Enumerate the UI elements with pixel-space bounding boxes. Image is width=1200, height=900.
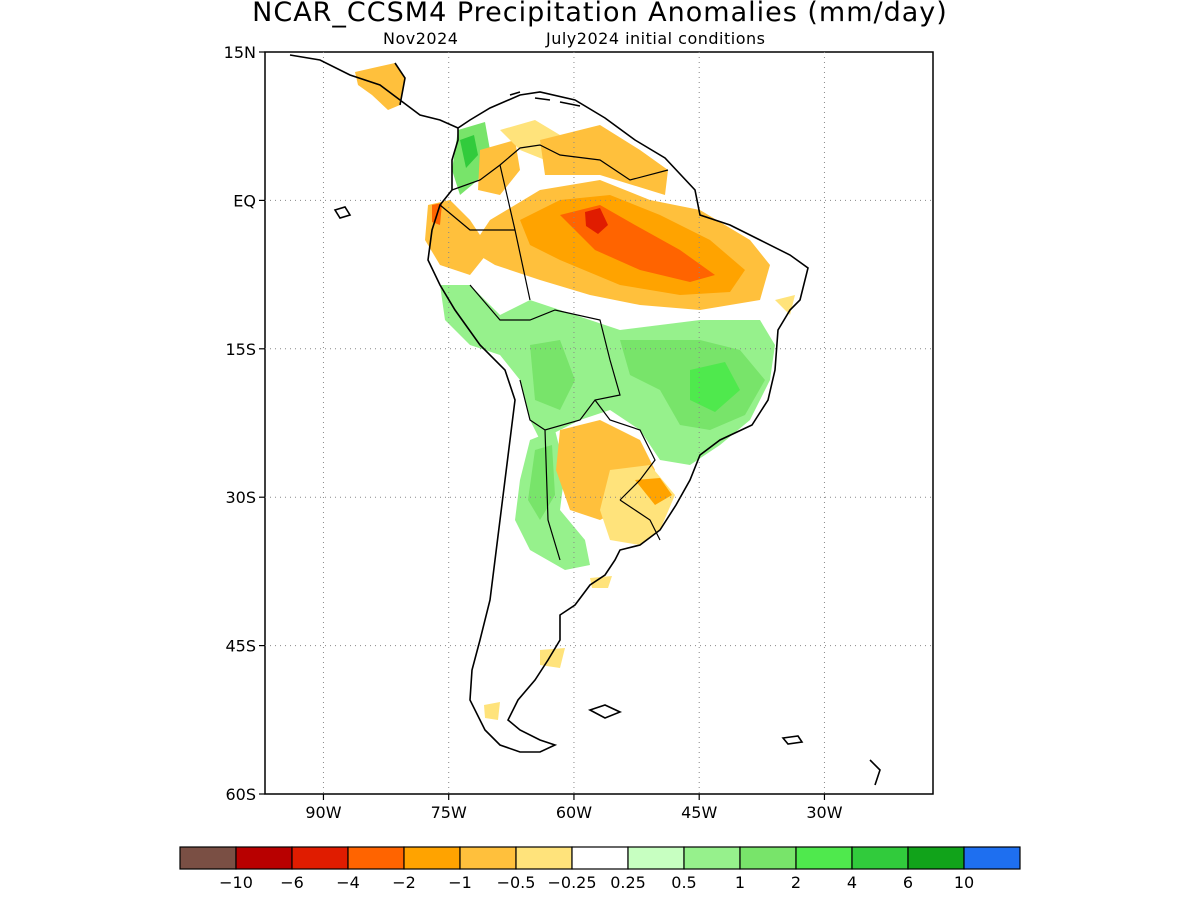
- colorbar-swatch: [179, 846, 237, 870]
- colorbar-label: −0.5: [497, 873, 536, 892]
- colorbar-label: −2: [392, 873, 416, 892]
- colorbar-label: 0.25: [610, 873, 646, 892]
- lon-label: 60W: [556, 803, 592, 822]
- colorbar-swatch: [235, 846, 293, 870]
- colorbar-label: −4: [336, 873, 360, 892]
- anomaly-guiana-dry: [540, 125, 668, 195]
- lat-label: EQ: [233, 191, 256, 210]
- colorbar-label: 6: [903, 873, 913, 892]
- lat-label: 60S: [225, 785, 256, 804]
- anomaly-amazon-dry-core: [585, 208, 608, 234]
- colorbar-label: −6: [280, 873, 304, 892]
- anomaly-brazil-wet-core: [690, 362, 740, 412]
- lat-label: 15S: [225, 340, 256, 359]
- colorbar-swatch: [963, 846, 1021, 870]
- colorbar-swatch: [403, 846, 461, 870]
- lon-label: 90W: [305, 803, 341, 822]
- anomaly-colombia-dry: [478, 140, 520, 195]
- anomaly-central-america: [355, 63, 405, 110]
- central-america-coast: [289, 54, 459, 129]
- anomaly-peru-dry: [425, 200, 490, 275]
- caribbean-islands: [509, 91, 581, 107]
- country-borders: [439, 144, 669, 561]
- colorbar-label: −10: [219, 873, 253, 892]
- galapagos: [333, 206, 352, 219]
- south-america-coast: [427, 91, 809, 753]
- colorbar-swatch: [739, 846, 797, 870]
- colorbar-swatch: [851, 846, 909, 870]
- colorbar-swatch: [571, 846, 629, 870]
- colorbar-label: 4: [847, 873, 857, 892]
- colorbar-swatch: [627, 846, 685, 870]
- map-title: NCAR_CCSM4 Precipitation Anomalies (mm/d…: [252, 0, 948, 28]
- colorbar-swatch: [515, 846, 573, 870]
- colorbar-label: 10: [954, 873, 974, 892]
- anomaly-colombia-wet-core: [460, 135, 478, 168]
- colorbar-swatch: [291, 846, 349, 870]
- colorbar-label: −1: [448, 873, 472, 892]
- lat-label: 45S: [225, 637, 256, 656]
- coastlines: [289, 54, 881, 786]
- colorbar-swatch: [795, 846, 853, 870]
- lon-label: 75W: [431, 803, 467, 822]
- anomaly-shading: [355, 63, 795, 720]
- falklands: [587, 704, 623, 719]
- colorbar-label: −0.25: [547, 873, 596, 892]
- colorbar-swatch: [683, 846, 741, 870]
- lat-label: 30S: [225, 488, 256, 507]
- anomaly-patagonia-dry: [484, 576, 612, 720]
- lon-label: 30W: [806, 803, 842, 822]
- colorbar-label: 0.5: [671, 873, 696, 892]
- lat-label: 15N: [224, 43, 256, 62]
- colorbar-swatch: [459, 846, 517, 870]
- anomaly-argentina-wet-core: [528, 445, 555, 520]
- colorbar-swatch: [347, 846, 405, 870]
- colorbar: −10 −6 −4 −2 −1 −0.5 −0.25 0.25 0.5 1 2 4 6 10: [179, 846, 1021, 892]
- colorbar-label: 1: [735, 873, 745, 892]
- axis-labels: 15N EQ 15S 30S 45S 60S 90W 75W 60W 45W 30W: [224, 43, 843, 822]
- south-atlantic-islands: [781, 735, 881, 786]
- colorbar-label: 2: [791, 873, 801, 892]
- grid-lines: [265, 52, 933, 794]
- anomaly-uruguay-dry: [635, 478, 672, 505]
- lon-label: 45W: [681, 803, 717, 822]
- colorbar-swatch: [907, 846, 965, 870]
- forecast-month: Nov2024: [383, 29, 459, 48]
- initial-conditions: July2024 initial conditions: [546, 29, 766, 48]
